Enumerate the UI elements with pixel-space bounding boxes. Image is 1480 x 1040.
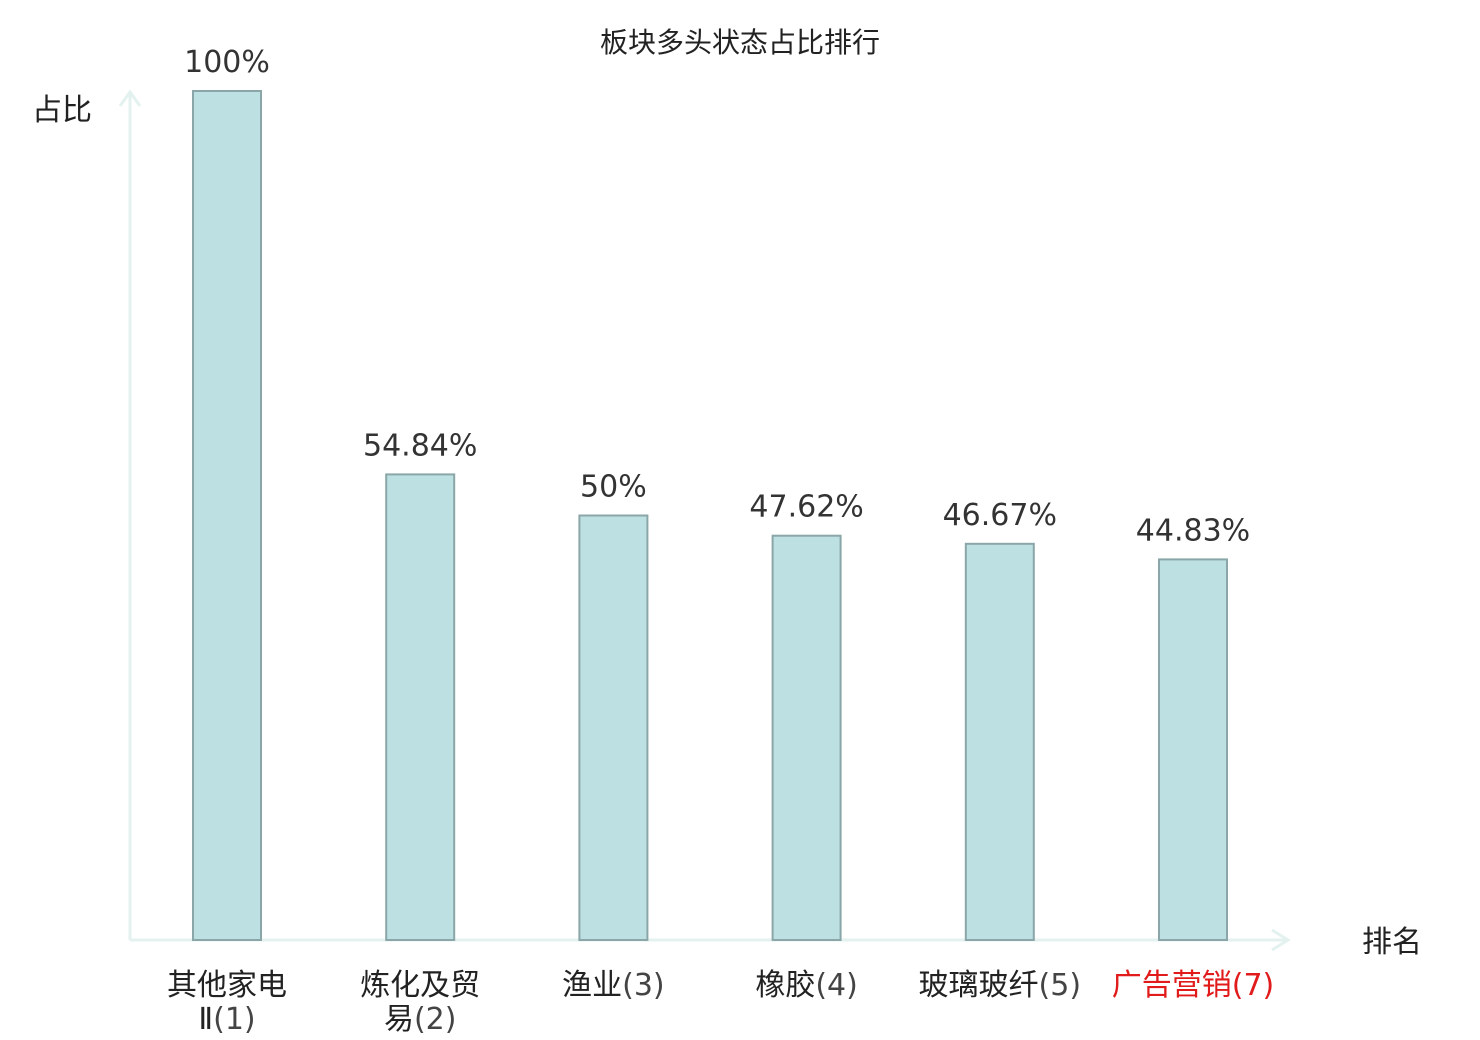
x-tick-label: 炼化及贸 <box>360 968 480 1003</box>
bar-value-label: 54.84% <box>363 428 477 463</box>
x-tick-label: 广告营销(7) <box>1112 968 1275 1003</box>
bar-series <box>192 90 1228 942</box>
chart-title: 板块多头状态占比排行 <box>600 26 880 59</box>
x-tick-label: 橡胶(4) <box>755 968 858 1003</box>
bar <box>385 473 456 941</box>
bar-value-label: 46.67% <box>943 498 1057 533</box>
x-tick-label: 渔业(3) <box>562 968 665 1003</box>
x-tick-label: Ⅱ(1) <box>198 1002 255 1037</box>
x-tick-label: 玻璃玻纤(5) <box>919 968 1082 1003</box>
bar <box>1158 558 1228 942</box>
bar-value-label: 44.83% <box>1136 513 1250 548</box>
x-tick-label: 易(2) <box>384 1002 457 1037</box>
bar-value-label: 47.62% <box>749 490 863 525</box>
bar-value-label: 50% <box>580 470 647 505</box>
bar <box>578 514 649 941</box>
bar <box>771 534 842 941</box>
x-axis-label: 排名 <box>1362 925 1422 960</box>
bar <box>964 542 1035 941</box>
y-axis-label: 占比 <box>32 93 92 128</box>
x-axis: 排名 <box>130 925 1422 960</box>
x-axis-arrow-icon <box>1271 928 1291 952</box>
x-tick-label: 其他家电 <box>167 968 287 1003</box>
y-axis: 占比 <box>32 89 142 940</box>
bar-value-label: 100% <box>184 45 270 80</box>
value-labels: 100% 54.84% 50% 47.62% 46.67% 44.83% <box>184 45 1250 548</box>
bar <box>192 90 262 941</box>
y-axis-arrow-icon <box>118 89 142 107</box>
